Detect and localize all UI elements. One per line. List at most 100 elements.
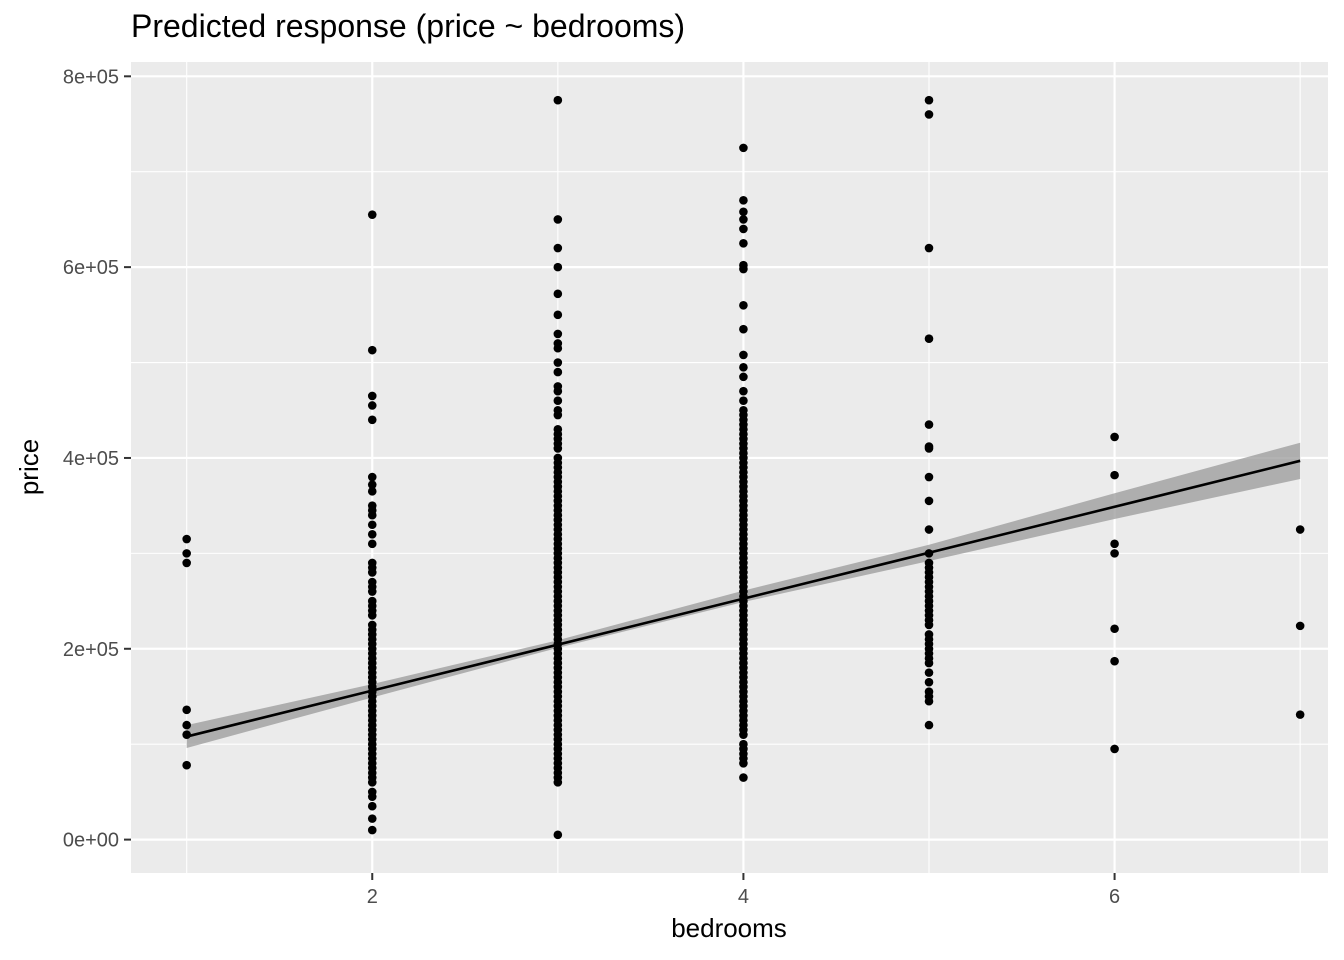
y-tick-label: 2e+05	[63, 639, 119, 661]
data-point	[1110, 656, 1119, 666]
data-point	[367, 568, 377, 577]
data-point	[182, 705, 191, 715]
fit-line	[186, 459, 1301, 738]
data-point	[182, 549, 191, 558]
data-point	[1110, 744, 1119, 754]
data-point	[739, 264, 748, 274]
fit-line-layer	[186, 459, 1301, 738]
data-point	[924, 696, 934, 706]
data-point	[553, 830, 563, 840]
data-point	[367, 814, 377, 823]
data-point	[553, 358, 563, 367]
data-point	[739, 215, 748, 224]
data-point	[924, 668, 934, 677]
data-point	[924, 95, 934, 105]
data-point	[1295, 710, 1305, 719]
data-point	[367, 391, 377, 401]
data-point	[1110, 470, 1119, 480]
x-tick-label: 2	[367, 886, 378, 908]
data-point	[182, 558, 191, 568]
y-tick-label: 4e+05	[63, 448, 119, 470]
data-point	[367, 825, 377, 835]
data-point	[739, 730, 748, 739]
y-tick-label: 8e+05	[63, 66, 119, 88]
data-point	[924, 525, 934, 534]
chart-title: Predicted response (price ~ bedrooms)	[131, 8, 686, 44]
points-layer	[182, 95, 1305, 840]
data-point	[1110, 549, 1119, 558]
data-point	[182, 534, 191, 544]
data-point	[367, 792, 377, 801]
data-point	[739, 324, 748, 334]
data-point	[367, 480, 377, 489]
data-point	[367, 778, 377, 787]
data-point	[367, 510, 377, 520]
data-point	[367, 529, 377, 539]
data-point	[553, 386, 563, 396]
data-point	[739, 372, 748, 382]
data-point	[739, 773, 748, 782]
data-point	[553, 289, 563, 299]
data-point	[924, 496, 934, 506]
data-point	[1110, 432, 1119, 442]
data-point	[739, 386, 748, 396]
y-tick-label: 6e+05	[63, 257, 119, 279]
data-point	[553, 243, 563, 253]
data-point	[553, 410, 563, 420]
data-point	[553, 262, 563, 272]
data-point	[553, 329, 563, 339]
data-point	[739, 301, 748, 310]
data-point	[367, 210, 377, 219]
data-point	[739, 758, 748, 768]
data-point	[553, 95, 563, 105]
data-point	[1110, 624, 1119, 634]
data-point	[553, 343, 563, 353]
data-point	[367, 415, 377, 425]
x-axis-title: bedrooms	[671, 913, 787, 943]
data-point	[182, 760, 191, 770]
data-point	[924, 444, 934, 453]
data-point	[924, 620, 934, 630]
data-point	[924, 334, 934, 343]
y-axis-title: price	[14, 439, 44, 495]
data-point	[1295, 621, 1305, 631]
data-point	[367, 472, 377, 482]
data-point	[553, 444, 563, 453]
data-point	[553, 778, 563, 787]
x-tick-label: 4	[738, 886, 749, 908]
x-tick-label: 6	[1109, 886, 1120, 908]
data-point	[739, 350, 748, 360]
axis-layer: 0e+00 2e+05 4e+05 6e+05 8e+05 2 4 6	[63, 66, 1120, 908]
data-point	[924, 110, 934, 119]
data-point	[553, 396, 563, 406]
data-point	[924, 658, 934, 668]
data-point	[739, 143, 748, 153]
data-point	[367, 611, 377, 620]
data-point	[367, 801, 377, 811]
data-point	[924, 472, 934, 482]
data-point	[367, 587, 377, 596]
y-tick-label: 0e+00	[63, 830, 119, 852]
data-point	[924, 720, 934, 730]
data-point	[367, 539, 377, 549]
data-point	[182, 720, 191, 730]
data-point	[739, 224, 748, 234]
data-point	[739, 207, 748, 217]
data-point	[367, 401, 377, 410]
data-point	[924, 243, 934, 253]
data-point	[739, 396, 748, 406]
data-point	[367, 345, 377, 355]
plot-panel	[131, 62, 1328, 873]
data-point	[1110, 539, 1119, 549]
data-point	[553, 310, 563, 320]
data-point	[739, 363, 748, 372]
data-point	[1295, 525, 1305, 534]
data-point	[367, 520, 377, 530]
data-point	[739, 196, 748, 205]
data-point	[553, 367, 563, 377]
data-point	[367, 487, 377, 496]
data-point	[553, 215, 563, 224]
data-point	[924, 420, 934, 429]
data-point	[739, 238, 748, 248]
